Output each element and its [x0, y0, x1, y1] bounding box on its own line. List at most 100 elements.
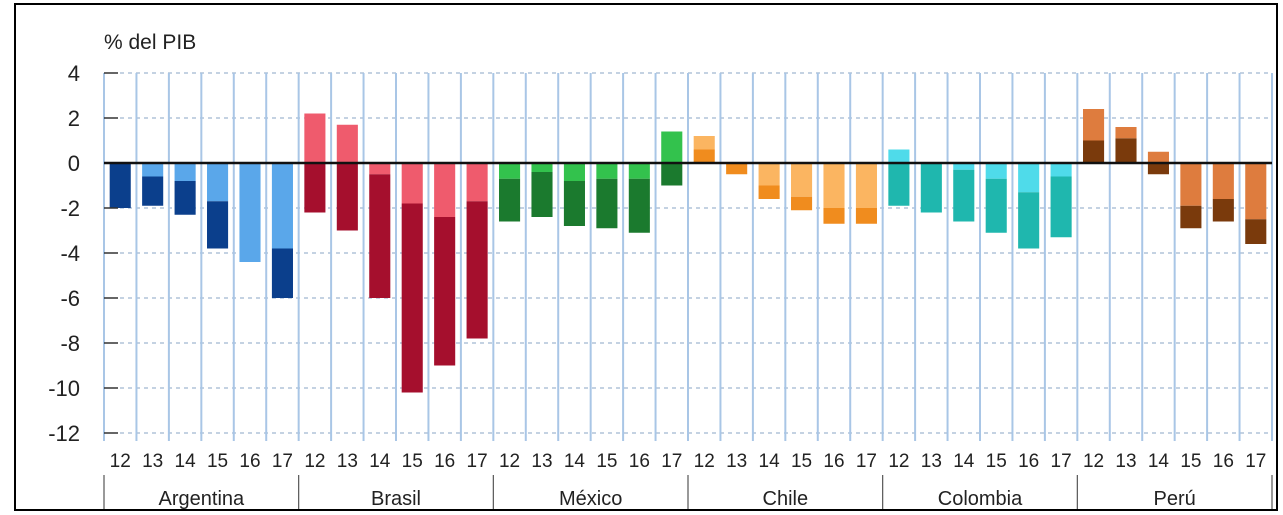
- x-tick-label-year: 16: [823, 451, 844, 472]
- bar-segment-light: [628, 163, 650, 179]
- x-tick-label-year: 14: [369, 451, 391, 472]
- bar-segment-dark: [174, 181, 196, 215]
- bar-segment-dark: [1147, 163, 1169, 175]
- y-tick-label: 4: [68, 61, 80, 86]
- bar-segment-light: [304, 113, 326, 163]
- bar-segment-light: [563, 163, 585, 181]
- bar-segment-light: [791, 163, 813, 197]
- axes-layer: 4 2 0 -2 -4 -6 -8 -10 -12 12 13 14 15 16 17 Argentina 12…: [48, 61, 1273, 509]
- bar-segment-light: [1245, 163, 1267, 220]
- bar-segment-dark: [596, 178, 618, 229]
- x-tick-label-year: 17: [661, 451, 682, 472]
- x-tick-label-year: 17: [467, 451, 488, 472]
- bar-segment-dark: [563, 181, 585, 226]
- grid-layer: [103, 72, 1273, 441]
- x-tick-label-year: 12: [694, 451, 715, 472]
- x-tick-label-year: 16: [434, 451, 455, 472]
- x-tick-label-year: 16: [239, 451, 260, 472]
- y-tick-label: -12: [48, 421, 80, 446]
- x-tick-label-year: 15: [596, 451, 617, 472]
- x-tick-label-year: 13: [337, 451, 358, 472]
- bar-segment-light: [1050, 163, 1072, 177]
- x-group-label: Chile: [763, 488, 809, 509]
- bar-segment-light: [953, 163, 975, 170]
- x-tick-label-year: 12: [888, 451, 909, 472]
- x-group-label: México: [559, 488, 622, 509]
- bar-segment-dark: [1083, 140, 1105, 163]
- x-tick-label-year: 15: [986, 451, 1007, 472]
- bar-segment-light: [985, 163, 1007, 179]
- x-tick-label-year: 17: [1051, 451, 1072, 472]
- chart-canvas: 4 2 0 -2 -4 -6 -8 -10 -12 12 13 14 15 16 17 Argentina 12…: [48, 31, 1273, 509]
- x-tick-label-year: 14: [564, 451, 586, 472]
- bar-segment-light: [336, 124, 358, 163]
- bars-layer: [109, 109, 1267, 393]
- x-group-label: Perú: [1154, 488, 1196, 509]
- bar-segment-dark: [920, 163, 942, 213]
- y-tick-label: -10: [48, 376, 80, 401]
- x-tick-label-year: 12: [499, 451, 520, 472]
- bar-segment-dark: [726, 163, 748, 175]
- bar-segment-light: [434, 163, 456, 217]
- bar-segment-dark: [1018, 192, 1040, 249]
- bar-segment-dark: [823, 208, 845, 224]
- x-tick-label-year: 17: [272, 451, 293, 472]
- bar-segment-dark: [531, 172, 553, 217]
- bar-segment-light: [239, 163, 261, 262]
- bar-segment-dark: [791, 196, 813, 211]
- bar-segment-dark: [336, 163, 358, 231]
- bar-segment-dark: [953, 169, 975, 222]
- x-tick-label-year: 12: [110, 451, 131, 472]
- x-tick-label-year: 12: [1083, 451, 1104, 472]
- x-tick-label-year: 12: [304, 451, 325, 472]
- bar-segment-dark: [1212, 199, 1234, 222]
- bar-segment-light: [1212, 163, 1234, 199]
- bar-segment-dark: [888, 163, 910, 206]
- bar-segment-dark: [434, 217, 456, 366]
- x-tick-label-year: 17: [856, 451, 877, 472]
- bar-segment-light: [596, 163, 618, 179]
- x-tick-label-year: 15: [207, 451, 228, 472]
- bar-segment-light: [1180, 163, 1202, 206]
- x-tick-label-year: 14: [953, 451, 975, 472]
- bar-segment-dark: [499, 178, 521, 222]
- bar-segment-dark: [661, 163, 683, 186]
- x-group-label: Argentina: [159, 488, 245, 509]
- y-tick-label: -8: [60, 331, 80, 356]
- bar-segment-light: [1115, 127, 1137, 139]
- bar-segment-light: [1018, 163, 1040, 193]
- y-tick-label: -2: [60, 196, 80, 221]
- bar-segment-light: [499, 163, 521, 179]
- bar-segment-light: [855, 163, 877, 208]
- x-tick-label-year: 16: [1018, 451, 1039, 472]
- y-tick-label: -4: [60, 241, 80, 266]
- bar-segment-light: [823, 163, 845, 208]
- x-tick-label-year: 13: [921, 451, 942, 472]
- x-tick-label-year: 13: [726, 451, 747, 472]
- bar-segment-light: [531, 163, 553, 172]
- x-tick-label-year: 14: [759, 451, 781, 472]
- y-axis-unit-label: % del PIB: [104, 31, 196, 54]
- bar-segment-light: [207, 163, 229, 202]
- chart-frame: 4 2 0 -2 -4 -6 -8 -10 -12 12 13 14 15 16 17 Argentina 12…: [14, 3, 1278, 511]
- bar-segment-dark: [271, 248, 293, 298]
- bar-segment-light: [888, 149, 910, 163]
- x-tick-label-year: 13: [142, 451, 163, 472]
- bar-segment-dark: [758, 185, 780, 199]
- bar-segment-dark: [207, 201, 229, 249]
- bar-segment-dark: [466, 201, 488, 339]
- x-tick-label-year: 16: [1213, 451, 1234, 472]
- x-tick-label-year: 15: [402, 451, 423, 472]
- x-tick-label-year: 14: [1148, 451, 1170, 472]
- bar-segment-dark: [401, 203, 423, 393]
- x-tick-label-year: 13: [531, 451, 552, 472]
- x-group-label: Brasil: [371, 488, 421, 509]
- bar-segment-light: [661, 131, 683, 163]
- bar-segment-light: [693, 136, 715, 150]
- x-tick-label-year: 17: [1245, 451, 1266, 472]
- bar-segment-light: [271, 163, 293, 249]
- bar-segment-dark: [1050, 176, 1072, 238]
- x-tick-label-year: 13: [1115, 451, 1136, 472]
- x-group-label: Colombia: [938, 488, 1023, 509]
- bar-segment-light: [1083, 109, 1105, 141]
